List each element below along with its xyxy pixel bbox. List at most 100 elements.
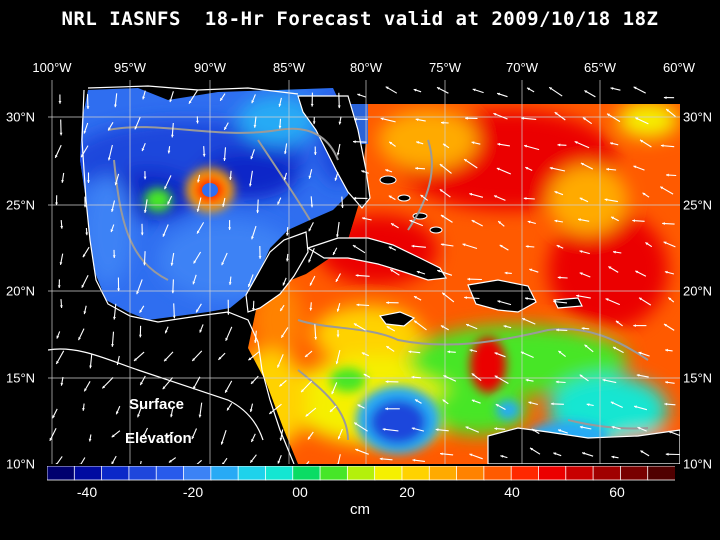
wind-arrow-head	[220, 441, 224, 445]
wind-arrow-head	[165, 330, 168, 334]
wind-arrow-head	[602, 378, 606, 382]
wind-arrow-head	[465, 116, 468, 120]
lat-label-25n-right: 25°N	[683, 197, 713, 213]
wind-arrow-head	[440, 243, 444, 246]
wind-arrow-head	[309, 307, 313, 311]
wind-arrow-head	[361, 352, 365, 355]
wind-arrow-head	[527, 220, 531, 224]
wind-arrow-head	[613, 346, 616, 350]
wind-arrow-head	[495, 404, 499, 407]
wind-arrow-head	[576, 294, 580, 298]
wind-arrow-head	[284, 151, 287, 155]
wind-arrow-head	[78, 337, 81, 341]
colorbar-swatch	[374, 466, 403, 481]
wind-arrow-head	[309, 282, 313, 286]
wind-arrow-head	[554, 219, 558, 223]
wind-arrow-head	[143, 262, 146, 266]
wind-arrow-head	[355, 274, 359, 277]
wind-arrow-head	[191, 436, 195, 440]
wind-arrow	[382, 428, 399, 432]
wind-arrow-head	[111, 344, 114, 347]
wind-arrow-head	[222, 203, 225, 207]
wind-arrow-head	[143, 433, 146, 437]
wind-arrow-head	[666, 109, 670, 112]
wind-arrow-head	[227, 407, 230, 411]
wind-arrow-head	[579, 250, 583, 253]
wind-arrow-head	[584, 344, 588, 348]
wind-arrow-head	[251, 439, 254, 442]
wind-arrow-head	[385, 169, 389, 172]
wind-arrow-head	[305, 354, 308, 357]
wind-arrow-head	[59, 262, 63, 265]
coastlines	[48, 85, 299, 464]
wind-arrow-head	[252, 308, 255, 311]
wind-arrow-head	[386, 326, 390, 329]
wind-arrow-head	[285, 233, 289, 236]
wind-arrow-head	[664, 402, 668, 406]
overlay-label-surface: Surface	[129, 396, 185, 413]
wind-arrow-head	[193, 260, 197, 264]
wind-arrow-head	[308, 259, 311, 263]
wind-arrow-head	[443, 143, 446, 147]
lon-label-65w: 65°W	[584, 60, 616, 75]
wind-arrow-head	[108, 127, 111, 131]
yucatan-landmass	[245, 231, 309, 313]
wind-arrow-head	[553, 452, 557, 456]
wind-arrow-head	[310, 204, 314, 208]
wind-arrow-head	[89, 365, 92, 369]
wind-arrow-head	[414, 296, 417, 299]
wind-arrow-head	[337, 105, 341, 109]
wind-arrow-head	[380, 117, 384, 121]
wind-arrow-head	[248, 283, 251, 287]
wind-arrow-head	[250, 459, 253, 463]
wind-arrow-head	[634, 405, 637, 409]
wind-arrow-head	[82, 408, 85, 411]
wind-arrow-head	[523, 197, 527, 200]
wind-arrow-head	[139, 309, 143, 313]
wind-arrow-head	[199, 329, 203, 333]
lon-label-60w: 60°W	[663, 60, 695, 75]
wind-arrow-head	[171, 134, 174, 138]
jamaica-landmass	[378, 311, 416, 327]
colorbar-swatch	[47, 466, 76, 481]
lat-label-15n-left: 15°N	[6, 370, 36, 386]
wind-arrow-head	[59, 132, 63, 136]
wind-arrow-head	[611, 216, 615, 220]
wind-arrow-head	[143, 176, 147, 180]
wind-arrow-head	[665, 381, 668, 384]
wind-arrow-head	[389, 141, 393, 145]
colorbar-swatch	[183, 466, 212, 481]
wind-arrow-head	[336, 308, 340, 312]
wind-arrow-head	[81, 154, 84, 158]
wind-arrow-head	[224, 126, 227, 130]
wind-arrow-head	[471, 141, 475, 145]
wind-arrow-head	[665, 452, 669, 456]
wind-arrow-head	[56, 335, 60, 339]
wind-arrow-head	[170, 262, 174, 266]
wind-arrow-head	[608, 266, 612, 270]
wind-arrow-head	[497, 92, 500, 96]
wind-arrow-head	[635, 117, 639, 121]
wind-arrow-head	[336, 234, 339, 238]
cuba-landmass	[306, 237, 447, 281]
wind-arrow-head	[462, 243, 466, 247]
wind-arrow	[108, 144, 113, 161]
wind-arrow-head	[279, 383, 283, 387]
wind-arrow-head	[528, 401, 532, 405]
wind-arrow-head	[249, 183, 252, 187]
wind-arrow-head	[168, 459, 172, 463]
wind-arrow-head	[164, 358, 167, 362]
colorbar-label-20: 20	[399, 484, 415, 500]
wind-arrow-head	[329, 409, 333, 412]
wind-arrow-head	[411, 427, 415, 430]
bathymetry-contours	[107, 126, 649, 441]
wind-arrow-head	[613, 250, 616, 254]
wind-arrow-head	[162, 233, 166, 237]
wind-arrow-head	[521, 116, 524, 120]
lat-label-10n-right: 10°N	[683, 456, 713, 472]
wind-arrow-head	[248, 357, 252, 361]
wind-arrow-head	[637, 427, 641, 430]
wind-arrow-head	[142, 96, 145, 100]
wind-arrow-head	[281, 334, 284, 338]
wind-arrow	[196, 459, 202, 464]
